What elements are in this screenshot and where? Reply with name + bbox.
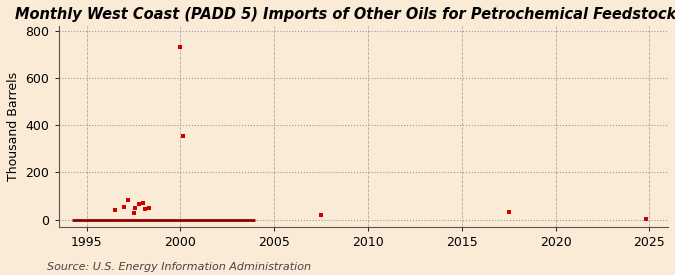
Point — [123, 197, 134, 202]
Point — [143, 206, 154, 210]
Point — [134, 202, 144, 207]
Text: Source: U.S. Energy Information Administration: Source: U.S. Energy Information Administ… — [47, 262, 311, 272]
Point — [316, 213, 327, 218]
Point — [504, 210, 514, 214]
Y-axis label: Thousand Barrels: Thousand Barrels — [7, 72, 20, 181]
Point — [128, 210, 139, 215]
Point — [175, 45, 186, 49]
Point — [640, 216, 651, 221]
Point — [130, 206, 141, 210]
Point — [138, 201, 148, 205]
Point — [119, 205, 130, 209]
Point — [178, 134, 188, 138]
Point — [140, 207, 151, 211]
Title: Monthly West Coast (PADD 5) Imports of Other Oils for Petrochemical Feedstock Us: Monthly West Coast (PADD 5) Imports of O… — [15, 7, 675, 22]
Point — [109, 208, 120, 212]
